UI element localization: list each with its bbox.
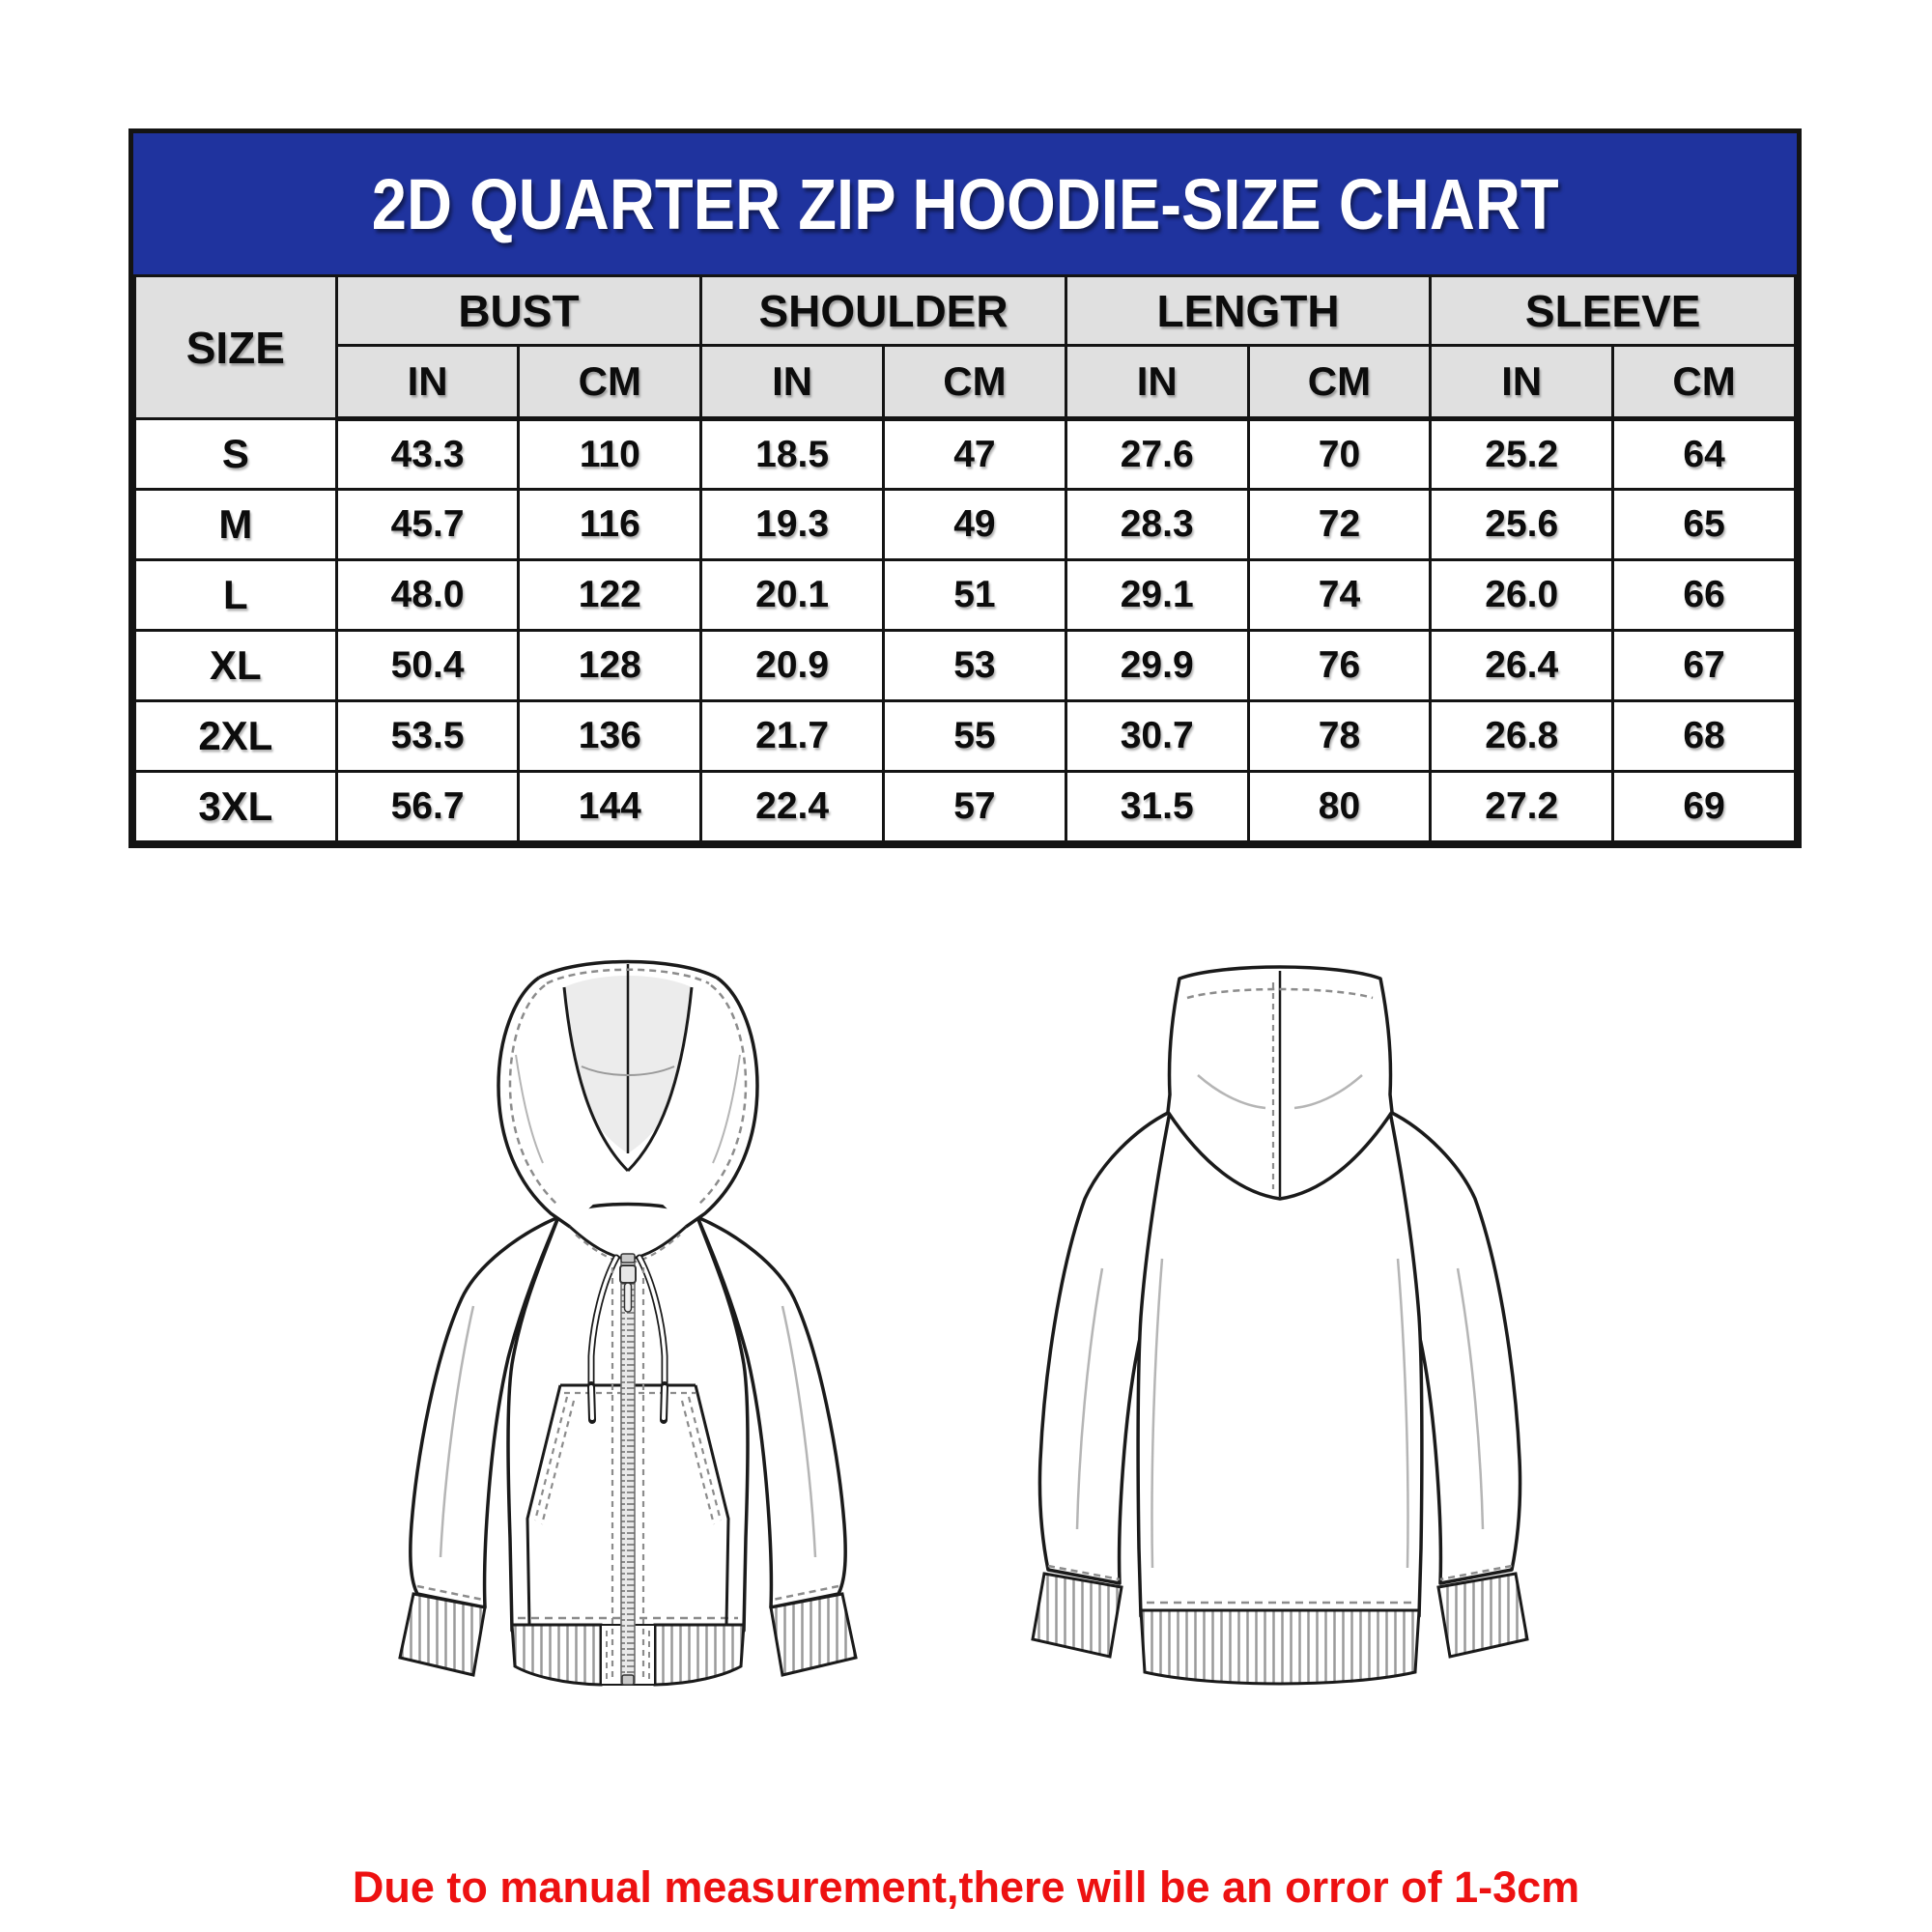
zipper bbox=[611, 1253, 645, 1686]
row-size: 3XL bbox=[133, 770, 338, 843]
cell: 18.5 bbox=[699, 417, 886, 491]
cell: 49 bbox=[882, 488, 1067, 561]
body-shading-left bbox=[1151, 1258, 1164, 1569]
unit-sleeve-cm: CM bbox=[1611, 344, 1797, 421]
header-size: SIZE bbox=[133, 274, 338, 420]
cell: 22.4 bbox=[699, 770, 886, 843]
header-sleeve: SLEEVE bbox=[1429, 274, 1797, 347]
cell: 50.4 bbox=[334, 629, 521, 702]
row-size: XL bbox=[133, 629, 338, 702]
cell: 144 bbox=[517, 770, 703, 843]
cell: 30.7 bbox=[1064, 699, 1250, 773]
zipper-pull bbox=[623, 1282, 633, 1313]
unit-shoulder-cm: CM bbox=[882, 344, 1067, 421]
cell: 68 bbox=[1611, 699, 1797, 773]
cell: 69 bbox=[1611, 770, 1797, 843]
cell: 47 bbox=[882, 417, 1067, 491]
cell: 53 bbox=[882, 629, 1067, 702]
unit-bust-in: IN bbox=[334, 344, 521, 421]
cell: 128 bbox=[517, 629, 703, 702]
unit-sleeve-in: IN bbox=[1429, 344, 1615, 421]
body-shading-right bbox=[1396, 1258, 1409, 1569]
cell: 27.6 bbox=[1064, 417, 1250, 491]
cell: 72 bbox=[1246, 488, 1433, 561]
cell: 67 bbox=[1611, 629, 1797, 702]
header-bust: BUST bbox=[334, 274, 703, 347]
table-row: XL 50.4 128 20.9 53 29.9 76 26.4 67 bbox=[133, 629, 1797, 702]
size-table: SIZE BUST SHOULDER LENGTH SLEEVE IN CM I… bbox=[133, 274, 1797, 843]
chart-title-banner: 2D QUARTER ZIP HOODIE-SIZE CHART bbox=[133, 133, 1797, 274]
cell: 78 bbox=[1246, 699, 1433, 773]
cell: 55 bbox=[882, 699, 1067, 773]
cuff-left bbox=[1031, 1564, 1123, 1659]
cell: 29.1 bbox=[1064, 558, 1250, 632]
cell: 26.0 bbox=[1429, 558, 1615, 632]
cell: 29.9 bbox=[1064, 629, 1250, 702]
zipper-slider bbox=[619, 1264, 637, 1284]
cell: 70 bbox=[1246, 417, 1433, 491]
cell: 74 bbox=[1246, 558, 1433, 632]
cell: 20.1 bbox=[699, 558, 886, 632]
table-row: 3XL 56.7 144 22.4 57 31.5 80 27.2 69 bbox=[133, 770, 1797, 843]
row-size: S bbox=[133, 417, 338, 491]
cell: 116 bbox=[517, 488, 703, 561]
cell: 25.2 bbox=[1429, 417, 1615, 491]
cell: 31.5 bbox=[1064, 770, 1250, 843]
table-row: M 45.7 116 19.3 49 28.3 72 25.6 65 bbox=[133, 488, 1797, 561]
hood bbox=[1166, 965, 1394, 1201]
cell: 51 bbox=[882, 558, 1067, 632]
cell: 56.7 bbox=[334, 770, 521, 843]
sleeve-left bbox=[409, 1215, 560, 1609]
table-row: S 43.3 110 18.5 47 27.6 70 25.2 64 bbox=[133, 417, 1797, 491]
cell: 57 bbox=[882, 770, 1067, 843]
cuff-right bbox=[1436, 1564, 1529, 1659]
cell: 110 bbox=[517, 417, 703, 491]
hood bbox=[497, 959, 759, 1265]
size-chart: 2D QUARTER ZIP HOODIE-SIZE CHART SIZE BU… bbox=[128, 128, 1802, 848]
cell: 76 bbox=[1246, 629, 1433, 702]
cell: 26.4 bbox=[1429, 629, 1615, 702]
cell: 25.6 bbox=[1429, 488, 1615, 561]
table-row: L 48.0 122 20.1 51 29.1 74 26.0 66 bbox=[133, 558, 1797, 632]
row-size: M bbox=[133, 488, 338, 561]
cell: 21.7 bbox=[699, 699, 886, 773]
cell: 66 bbox=[1611, 558, 1797, 632]
zipper-bottom-stop bbox=[621, 1674, 635, 1686]
table-row: 2XL 53.5 136 21.7 55 30.7 78 26.8 68 bbox=[133, 699, 1797, 773]
chart-title: 2D QUARTER ZIP HOODIE-SIZE CHART bbox=[371, 163, 1559, 244]
measurement-note: Due to manual measurement,there will be … bbox=[352, 1862, 1580, 1912]
cuff-left bbox=[398, 1584, 487, 1677]
cell: 80 bbox=[1246, 770, 1433, 843]
cell: 43.3 bbox=[334, 417, 521, 491]
cell: 53.5 bbox=[334, 699, 521, 773]
cell: 27.2 bbox=[1429, 770, 1615, 843]
cell: 136 bbox=[517, 699, 703, 773]
ribbed-hem bbox=[1139, 1601, 1421, 1686]
hoodie-back-drawing bbox=[1031, 965, 1529, 1686]
header-shoulder: SHOULDER bbox=[699, 274, 1067, 347]
row-size: 2XL bbox=[133, 699, 338, 773]
cell: 48.0 bbox=[334, 558, 521, 632]
unit-shoulder-in: IN bbox=[699, 344, 886, 421]
row-size: L bbox=[133, 558, 338, 632]
cell: 26.8 bbox=[1429, 699, 1615, 773]
cell: 20.9 bbox=[699, 629, 886, 702]
cell: 28.3 bbox=[1064, 488, 1250, 561]
unit-bust-cm: CM bbox=[517, 344, 703, 421]
unit-length-in: IN bbox=[1064, 344, 1250, 421]
unit-length-cm: CM bbox=[1246, 344, 1433, 421]
cell: 122 bbox=[517, 558, 703, 632]
cell: 19.3 bbox=[699, 488, 886, 561]
zipper-top-stop bbox=[620, 1253, 636, 1264]
cell: 64 bbox=[1611, 417, 1797, 491]
cell: 65 bbox=[1611, 488, 1797, 561]
sleeve-right bbox=[696, 1215, 847, 1609]
cuff-right bbox=[769, 1584, 858, 1677]
header-length: LENGTH bbox=[1064, 274, 1433, 347]
hoodie-front-drawing bbox=[398, 959, 858, 1687]
cell: 45.7 bbox=[334, 488, 521, 561]
